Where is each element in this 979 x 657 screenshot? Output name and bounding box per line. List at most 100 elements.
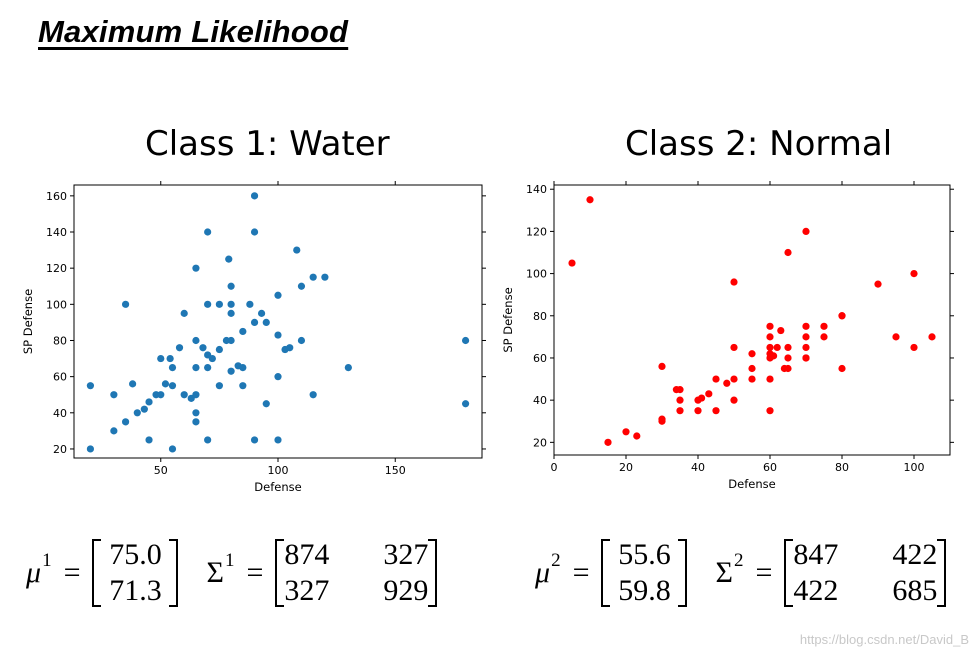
x-axis-label: Defense xyxy=(254,480,301,494)
x-tick-label: 50 xyxy=(154,464,168,477)
data-point xyxy=(698,394,706,402)
data-point xyxy=(730,396,738,404)
data-point xyxy=(928,333,936,341)
mu-1-symbol: μ xyxy=(26,556,42,589)
data-point xyxy=(168,382,177,390)
data-point xyxy=(344,364,352,372)
data-point xyxy=(748,375,756,383)
data-point xyxy=(658,417,666,425)
data-point xyxy=(910,343,918,352)
data-point xyxy=(838,364,846,373)
sigma-1-cell: 929 xyxy=(383,574,429,607)
sigma-1-matrix: 874 327 327 929 xyxy=(275,537,438,609)
data-point xyxy=(110,391,118,399)
x-tick-label: 100 xyxy=(268,464,289,477)
data-point xyxy=(293,246,301,254)
data-point xyxy=(274,291,282,299)
x-tick-label: 20 xyxy=(619,461,633,474)
data-point xyxy=(133,409,141,417)
sigma-2-cell: 422 xyxy=(793,574,839,607)
sigma-1-cell: 874 xyxy=(284,538,330,571)
data-point xyxy=(694,407,702,415)
data-point xyxy=(168,445,177,453)
data-point xyxy=(309,391,317,399)
y-tick-label: 60 xyxy=(53,371,67,384)
data-point xyxy=(748,350,756,358)
data-point xyxy=(227,282,235,290)
sigma-2-cell: 685 xyxy=(892,574,938,607)
data-point xyxy=(658,362,666,371)
data-point xyxy=(730,375,738,383)
mu-1-equals: = xyxy=(63,556,81,589)
class-1-parameters: μ 1 = 75.0 71.3 Σ 1 = 874 327 327 929 xyxy=(26,537,438,609)
data-point xyxy=(199,344,207,352)
data-point xyxy=(192,391,200,399)
mu-2-equals: = xyxy=(572,556,590,589)
data-point xyxy=(250,228,259,236)
sigma-1-cell: 327 xyxy=(284,574,330,607)
data-point xyxy=(286,344,294,352)
y-tick-label: 120 xyxy=(526,225,547,238)
data-point xyxy=(145,398,153,406)
x-tick-label: 80 xyxy=(835,461,849,474)
data-point xyxy=(705,390,713,398)
data-point xyxy=(274,331,282,339)
data-point xyxy=(161,380,170,388)
data-point xyxy=(129,380,137,388)
data-point xyxy=(180,309,188,317)
data-point xyxy=(633,432,641,440)
data-point xyxy=(227,309,235,317)
data-point xyxy=(225,255,233,263)
data-point xyxy=(802,227,810,236)
data-point xyxy=(215,345,223,354)
data-point xyxy=(180,391,188,399)
sigma-2-matrix: 847 422 422 685 xyxy=(784,537,947,609)
data-point xyxy=(297,282,306,290)
class-2-title: Class 2: Normal xyxy=(625,124,893,164)
data-point xyxy=(175,344,184,352)
data-point xyxy=(192,336,200,345)
data-point xyxy=(192,364,200,372)
sigma-1-cell: 327 xyxy=(383,538,429,571)
data-point xyxy=(192,418,200,426)
data-point xyxy=(723,379,731,387)
sigma-1-equals: = xyxy=(246,556,264,589)
data-point xyxy=(766,407,774,415)
normal-scatter-chart: 0 20 40 60 80 100 20 40 60 80 100 120 140 Defense SP D… xyxy=(501,181,954,491)
water-scatter-chart: 50 100 150 20 40 60 80 100 120 140 160 Defense SP De… xyxy=(21,181,486,494)
data-point xyxy=(121,418,130,426)
data-point xyxy=(157,354,165,363)
data-point xyxy=(145,436,153,444)
data-point xyxy=(110,427,118,435)
data-point xyxy=(820,322,828,330)
sigma-2-equals: = xyxy=(755,556,773,589)
data-point xyxy=(838,312,846,320)
sigma-1-superscript: 1 xyxy=(224,550,235,571)
data-point xyxy=(246,300,254,308)
y-tick-label: 140 xyxy=(526,183,547,196)
y-tick-label: 160 xyxy=(46,190,67,203)
data-point xyxy=(766,322,774,330)
data-point xyxy=(784,343,792,352)
sigma-2-symbol: Σ xyxy=(715,556,733,589)
x-tick-label: 60 xyxy=(763,461,777,474)
data-point xyxy=(239,327,247,336)
data-point xyxy=(802,322,810,330)
data-point xyxy=(622,428,630,436)
data-point xyxy=(157,391,165,399)
data-point xyxy=(730,278,738,286)
data-point xyxy=(309,273,317,281)
data-point xyxy=(208,354,216,363)
y-tick-label: 60 xyxy=(533,352,547,365)
data-point xyxy=(192,264,200,272)
mu-2-symbol: μ xyxy=(535,556,551,589)
x-axis-label: Defense xyxy=(728,477,775,491)
data-point xyxy=(274,436,282,444)
data-point xyxy=(820,333,828,341)
data-point xyxy=(676,407,684,415)
data-point xyxy=(204,364,212,372)
data-point xyxy=(892,333,900,341)
data-point xyxy=(86,445,95,453)
page-title: Maximum Likelihood xyxy=(38,14,349,49)
y-tick-label: 40 xyxy=(53,407,67,420)
